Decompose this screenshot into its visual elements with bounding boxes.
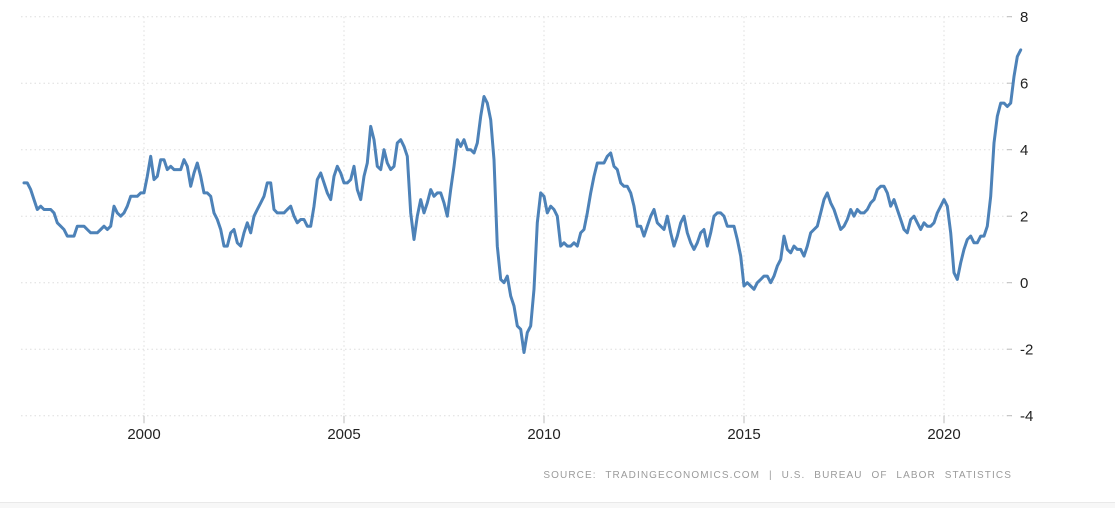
source-attribution: SOURCE: TRADINGECONOMICS.COM | U.S. BURE… [543,470,1012,481]
x-axis-label: 2020 [927,426,960,443]
inflation-rate-line [22,48,1023,354]
x-axis-label: 2000 [127,426,160,443]
y-axis-label: 6 [1020,76,1028,93]
bottom-divider [0,502,1115,508]
x-axis-label: 2005 [327,426,360,443]
x-axis-label: 2015 [727,426,760,443]
y-axis-label: 8 [1020,9,1028,26]
x-axis-label: 2010 [527,426,560,443]
y-axis-label: 4 [1020,142,1028,159]
y-axis-label: 2 [1020,209,1028,226]
y-axis-label: -2 [1020,342,1033,359]
y-axis-label: 0 [1020,275,1028,292]
y-axis-label: -4 [1020,408,1033,425]
